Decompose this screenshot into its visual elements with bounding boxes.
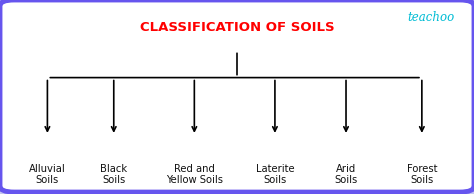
Text: Red and
Yellow Soils: Red and Yellow Soils <box>166 164 223 185</box>
Text: CLASSIFICATION OF SOILS: CLASSIFICATION OF SOILS <box>140 21 334 34</box>
Text: teachoo: teachoo <box>408 11 455 24</box>
Text: Laterite
Soils: Laterite Soils <box>255 164 294 185</box>
Text: Black
Soils: Black Soils <box>100 164 128 185</box>
Text: Forest
Soils: Forest Soils <box>407 164 437 185</box>
Text: Alluvial
Soils: Alluvial Soils <box>29 164 66 185</box>
Text: Arid
Soils: Arid Soils <box>334 164 358 185</box>
